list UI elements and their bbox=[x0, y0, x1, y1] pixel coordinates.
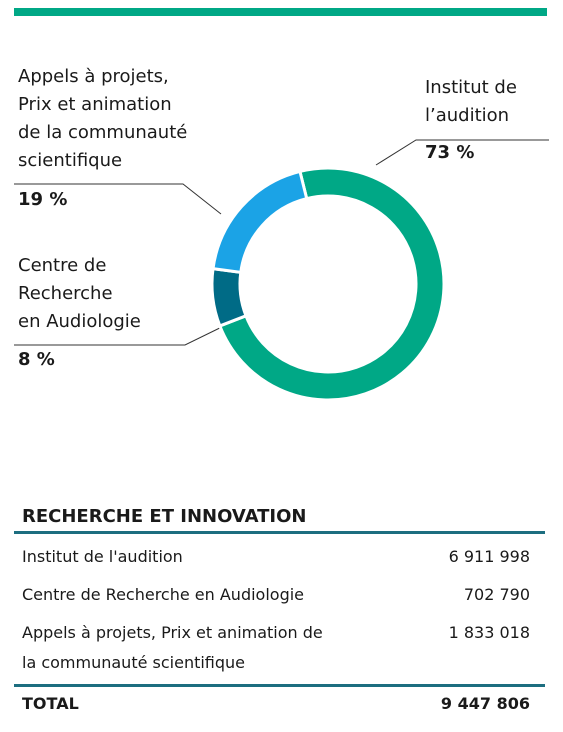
slice-label: l’audition bbox=[425, 105, 509, 126]
value-label: 73 % bbox=[425, 142, 474, 163]
row-name: Centre de Recherche en Audiologie bbox=[22, 585, 305, 604]
row-amount: 6 911 998 bbox=[448, 547, 530, 566]
table: RECHERCHE ET INNOVATION Institut de l'au… bbox=[14, 506, 545, 719]
leader-line bbox=[14, 183, 222, 215]
value-label: 19 % bbox=[18, 189, 67, 210]
table-row: Appels à projets, Prix et animation de l… bbox=[14, 610, 545, 678]
row-amount: 1 833 018 bbox=[448, 623, 530, 642]
slice-label: de la communauté bbox=[18, 122, 187, 143]
table-title: RECHERCHE ET INNOVATION bbox=[14, 506, 545, 534]
total-label: TOTAL bbox=[22, 694, 79, 713]
leader-line bbox=[14, 321, 233, 346]
table-row: Institut de l'audition 6 911 998 bbox=[14, 534, 545, 572]
donut-segment bbox=[210, 266, 248, 328]
total-amount: 9 447 806 bbox=[440, 694, 530, 713]
slice-label: Recherche bbox=[18, 283, 113, 304]
slice-label: Institut de bbox=[425, 77, 517, 98]
slice-label: scientifique bbox=[18, 150, 122, 171]
slice-label: en Audiologie bbox=[18, 311, 141, 332]
table-row: Centre de Recherche en Audiologie 702 790 bbox=[14, 572, 545, 610]
donut-segment bbox=[211, 169, 309, 275]
value-label: 8 % bbox=[18, 349, 55, 370]
row-name: Institut de l'audition bbox=[22, 547, 183, 566]
slice-label: Appels à projets, bbox=[18, 66, 169, 87]
slice-label: Centre de bbox=[18, 255, 106, 276]
top-bar bbox=[14, 8, 547, 16]
row-amount: 702 790 bbox=[463, 585, 530, 604]
table-total: TOTAL 9 447 806 bbox=[14, 684, 545, 719]
donut-segment bbox=[217, 166, 446, 402]
row-name: Appels à projets, Prix et animation de l… bbox=[22, 623, 323, 672]
leader-line bbox=[375, 139, 549, 166]
slice-label: Prix et animation bbox=[18, 94, 172, 115]
chart: Institut de l’audition 73 % Centre de Recher… bbox=[14, 8, 549, 402]
